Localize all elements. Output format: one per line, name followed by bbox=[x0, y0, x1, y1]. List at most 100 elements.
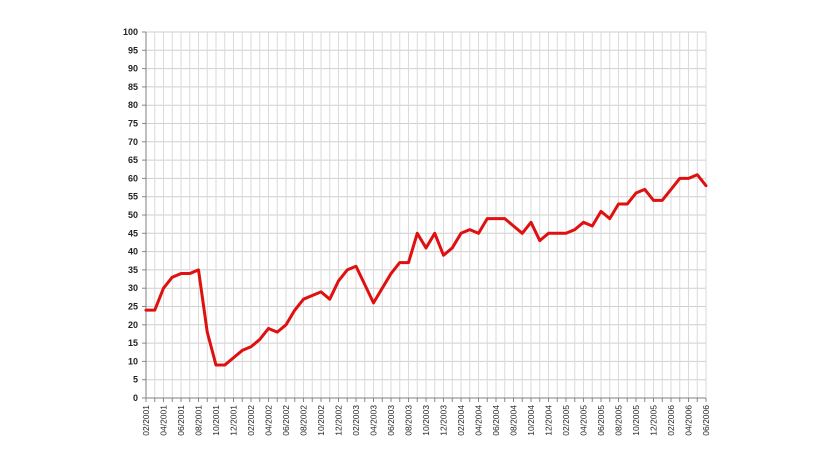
y-tick-label: 85 bbox=[128, 82, 138, 92]
chart-series bbox=[144, 173, 708, 367]
data-point bbox=[380, 286, 384, 290]
x-tick-label: 08/2005 bbox=[614, 405, 624, 436]
data-point bbox=[573, 228, 577, 231]
x-tick-label: 08/2003 bbox=[404, 405, 414, 436]
data-point bbox=[328, 297, 332, 301]
data-point bbox=[652, 199, 655, 202]
x-tick-label: 10/2003 bbox=[421, 405, 431, 436]
y-tick-label: 40 bbox=[128, 247, 138, 257]
x-tick-label: 12/2005 bbox=[649, 405, 659, 436]
data-point bbox=[695, 173, 699, 177]
x-tick-label: 06/2002 bbox=[281, 405, 291, 436]
data-point bbox=[240, 349, 244, 352]
data-point bbox=[415, 232, 419, 235]
data-point bbox=[214, 363, 218, 367]
data-point bbox=[529, 221, 533, 224]
x-tick-label: 04/2003 bbox=[369, 405, 379, 436]
x-tick-label: 08/2004 bbox=[509, 405, 519, 436]
y-tick-label: 90 bbox=[128, 64, 138, 74]
data-point bbox=[337, 279, 340, 283]
y-tick-label: 25 bbox=[128, 302, 138, 312]
data-point bbox=[468, 228, 472, 231]
y-tick-label: 45 bbox=[128, 228, 138, 238]
x-tick-label: 04/2006 bbox=[684, 405, 694, 436]
data-point bbox=[372, 301, 375, 305]
data-point bbox=[442, 253, 445, 257]
data-point bbox=[687, 177, 690, 180]
data-point bbox=[249, 345, 253, 349]
y-tick-label: 65 bbox=[128, 155, 138, 165]
data-point bbox=[170, 275, 174, 279]
x-tick-label: 06/2005 bbox=[596, 405, 606, 436]
x-tick-label: 02/2003 bbox=[351, 405, 361, 436]
data-point bbox=[704, 184, 708, 188]
y-tick-label: 100 bbox=[123, 27, 138, 37]
data-point bbox=[310, 294, 314, 297]
data-point bbox=[564, 232, 568, 235]
x-tick-label: 06/2003 bbox=[386, 405, 396, 436]
x-tick-label: 10/2002 bbox=[316, 405, 326, 436]
data-point bbox=[179, 272, 183, 275]
y-tick-label: 35 bbox=[128, 265, 138, 275]
y-tick-label: 80 bbox=[128, 100, 138, 110]
data-point bbox=[197, 268, 200, 272]
data-point bbox=[678, 177, 682, 180]
data-point bbox=[660, 199, 664, 202]
x-tick-label: 10/2001 bbox=[211, 405, 221, 436]
data-point bbox=[267, 327, 270, 330]
data-point bbox=[485, 217, 489, 220]
x-tick-label: 06/2004 bbox=[491, 405, 501, 436]
data-point bbox=[477, 232, 480, 235]
x-tick-label: 02/2001 bbox=[141, 405, 151, 436]
chart-axes bbox=[142, 31, 707, 402]
y-tick-label: 0 bbox=[133, 393, 138, 403]
data-point bbox=[153, 308, 157, 312]
data-point bbox=[319, 290, 323, 294]
y-tick-label: 55 bbox=[128, 192, 138, 202]
y-tick-label: 10 bbox=[128, 356, 138, 366]
x-tick-label: 04/2002 bbox=[264, 405, 274, 436]
data-point bbox=[599, 210, 603, 213]
data-point bbox=[363, 283, 367, 286]
data-point bbox=[398, 261, 402, 264]
data-point bbox=[389, 272, 393, 275]
data-point bbox=[555, 232, 559, 235]
data-point bbox=[582, 221, 585, 224]
y-tick-label: 95 bbox=[128, 45, 138, 55]
data-point bbox=[258, 338, 262, 341]
data-point bbox=[512, 224, 515, 228]
x-tick-label: 02/2004 bbox=[456, 405, 466, 436]
x-tick-label: 04/2005 bbox=[579, 405, 589, 436]
y-tick-label: 50 bbox=[128, 210, 138, 220]
data-point bbox=[205, 330, 209, 334]
data-point bbox=[608, 217, 612, 220]
x-tick-label: 10/2004 bbox=[526, 405, 536, 436]
data-point bbox=[188, 272, 192, 275]
x-tick-label: 02/2006 bbox=[666, 405, 676, 436]
data-point bbox=[617, 202, 620, 206]
x-tick-label: 12/2003 bbox=[439, 405, 449, 436]
data-point bbox=[433, 232, 437, 235]
x-tick-label: 06/2001 bbox=[176, 405, 186, 436]
data-point bbox=[634, 191, 638, 195]
data-point bbox=[162, 286, 165, 290]
y-tick-label: 20 bbox=[128, 320, 138, 330]
data-point bbox=[547, 232, 550, 235]
x-tick-label: 08/2001 bbox=[194, 405, 204, 436]
data-point bbox=[503, 217, 507, 220]
data-point bbox=[538, 239, 542, 242]
x-tick-label: 06/2006 bbox=[701, 405, 711, 436]
data-point bbox=[345, 268, 349, 272]
data-point bbox=[232, 356, 235, 360]
x-tick-label: 12/2004 bbox=[544, 405, 554, 436]
data-point bbox=[144, 308, 148, 312]
data-point bbox=[643, 188, 647, 191]
data-point bbox=[424, 246, 428, 250]
data-point bbox=[407, 261, 410, 264]
data-point bbox=[223, 363, 227, 367]
x-tick-label: 10/2005 bbox=[631, 405, 641, 436]
x-tick-label: 04/2004 bbox=[474, 405, 484, 436]
y-tick-label: 5 bbox=[133, 375, 138, 385]
y-tick-label: 70 bbox=[128, 137, 138, 147]
